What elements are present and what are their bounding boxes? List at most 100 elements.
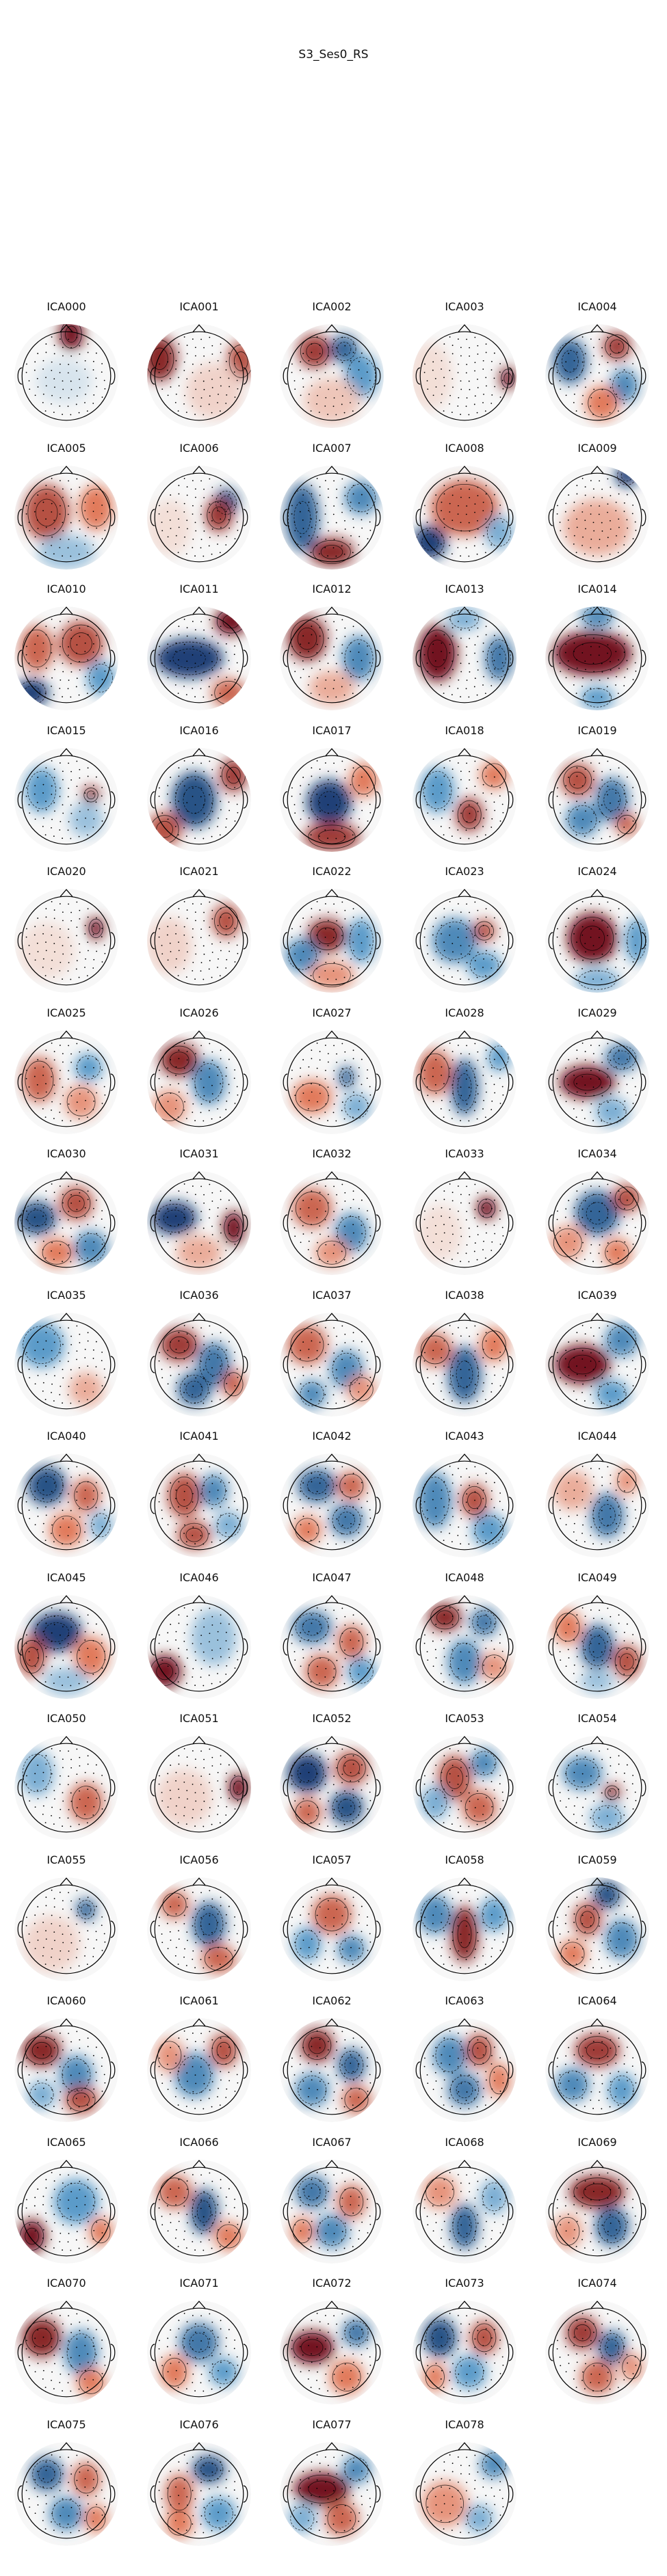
sensor-dot <box>311 1340 313 1341</box>
sensor-dot <box>228 377 230 379</box>
sensor-dot <box>67 1784 69 1786</box>
sensor-dot <box>225 1108 227 1110</box>
sensor-dot <box>187 1516 188 1518</box>
sensor-dot <box>443 1613 445 1615</box>
sensor-dot <box>485 908 487 910</box>
component-label: ICA021 <box>179 865 219 878</box>
sensor-dot <box>443 950 445 952</box>
nose <box>590 1312 604 1321</box>
sensor-dot <box>308 1099 310 1101</box>
sensor-dot <box>101 794 103 796</box>
sensor-dot <box>452 1474 454 1476</box>
sensor-dot <box>443 1540 445 1542</box>
sensor-dot <box>291 505 293 506</box>
sensor-dot <box>483 1240 484 1242</box>
sensor-dot <box>92 826 94 828</box>
sensor-dot <box>311 626 313 628</box>
sensor-dot <box>25 513 27 515</box>
sensor-dot <box>626 1365 628 1367</box>
sensor-dot <box>332 1642 335 1644</box>
sensor-dot <box>573 825 575 827</box>
sensor-dot <box>319 1656 321 1659</box>
sensor-dot <box>484 551 486 553</box>
sensor-dot <box>458 961 460 963</box>
sensor-dot <box>465 513 467 515</box>
contour-line <box>349 1659 374 1684</box>
sensor-dot <box>460 629 462 631</box>
sensor-dot <box>79 1624 81 1626</box>
sensor-dot <box>352 1365 354 1367</box>
sensor-dot <box>220 351 222 353</box>
left-ear <box>283 1497 288 1514</box>
sensor-dot <box>626 634 628 636</box>
sensor-dot <box>192 1103 194 1105</box>
sensor-dot <box>236 1368 238 1369</box>
sensor-dot <box>45 775 47 777</box>
sensor-dot <box>325 1352 326 1354</box>
sensor-dot <box>457 903 459 904</box>
sensor-dot <box>95 1058 97 1060</box>
sensor-dot <box>606 686 608 688</box>
nose <box>60 1030 73 1038</box>
sensor-dot <box>618 1049 620 1051</box>
sensor-dot <box>624 1241 626 1243</box>
topomap-ica038: ICA038 <box>406 1288 523 1425</box>
sensor-dot <box>62 1052 64 1054</box>
sensor-dot <box>95 1341 97 1342</box>
sensor-dot <box>606 1674 608 1676</box>
field-map <box>545 324 649 428</box>
topomap-plot <box>413 1171 516 1275</box>
sensor-dot <box>195 671 197 673</box>
sensor-dot <box>327 803 329 805</box>
sensor-dot <box>208 968 210 970</box>
sensor-dot <box>610 1051 612 1053</box>
sensor-dot <box>449 1391 450 1393</box>
sensor-dot <box>159 1352 160 1353</box>
sensor-dot <box>316 934 318 936</box>
sensor-dot <box>609 1400 611 1402</box>
sensor-dot <box>460 388 462 390</box>
sensor-dot <box>443 1198 445 1200</box>
topomap-plot <box>147 324 251 428</box>
sensor-dot <box>485 1622 487 1624</box>
field-map <box>147 1594 251 1699</box>
sensor-dot <box>87 343 89 345</box>
sensor-dot <box>460 953 462 955</box>
sensor-dot <box>584 1341 586 1343</box>
sensor-dot <box>45 941 47 943</box>
sensor-dot <box>186 768 188 770</box>
sensor-dot <box>592 554 594 556</box>
sensor-dot <box>469 637 471 639</box>
sensor-dot <box>432 1358 434 1359</box>
sensor-dot <box>599 787 601 789</box>
sensor-dot <box>293 1650 296 1652</box>
sensor-dot <box>476 976 478 978</box>
sensor-dot <box>51 827 52 829</box>
sensor-dot <box>332 1535 335 1537</box>
sensor-dot <box>87 659 89 661</box>
sensor-dot <box>592 1543 594 1545</box>
sensor-dot <box>59 546 61 548</box>
sensor-dot <box>192 937 194 938</box>
sensor-dot <box>87 1082 89 1084</box>
right-ear <box>110 1214 116 1232</box>
sensor-dot <box>443 484 445 486</box>
sensor-dot <box>341 926 343 928</box>
sensor-dot <box>631 371 633 373</box>
sensor-dot <box>200 1219 202 1221</box>
sensor-dot <box>325 1210 326 1212</box>
sensor-dot <box>319 1615 321 1617</box>
sensor-dot <box>166 1216 168 1218</box>
sensor-dot <box>598 688 600 690</box>
sensor-dot <box>593 355 594 357</box>
sensor-dot <box>443 526 445 528</box>
sensor-dot <box>67 829 69 831</box>
sensor-dot <box>565 1665 567 1667</box>
sensor-dot <box>607 960 609 962</box>
component-label: ICA047 <box>312 1570 352 1584</box>
topomap-plot <box>280 1030 384 1134</box>
sensor-dot <box>476 1118 478 1120</box>
sensor-dot <box>616 1664 617 1666</box>
sensor-dot <box>441 1382 443 1384</box>
sensor-dot <box>293 1227 296 1229</box>
